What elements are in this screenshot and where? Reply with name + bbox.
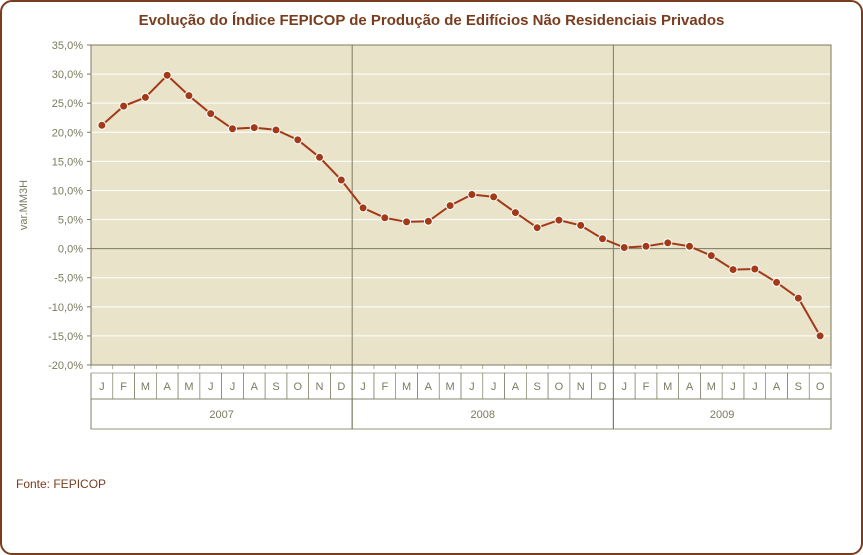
x-month-label: M — [707, 381, 716, 393]
series-marker — [751, 265, 759, 273]
series-marker — [620, 243, 628, 251]
y-tick-label: -15,0% — [48, 331, 83, 343]
series-marker — [403, 218, 411, 226]
series-marker — [794, 294, 802, 302]
x-month-label: N — [316, 381, 324, 393]
x-month-label: J — [208, 381, 214, 393]
x-month-label: J — [360, 381, 366, 393]
series-marker — [511, 208, 519, 216]
series-marker — [163, 71, 171, 79]
x-year-label: 2007 — [209, 409, 233, 421]
x-month-label: M — [663, 381, 672, 393]
x-month-label: O — [816, 381, 825, 393]
x-month-label: J — [730, 381, 736, 393]
x-month-label: A — [512, 381, 520, 393]
series-marker — [816, 332, 824, 340]
series-marker — [686, 242, 694, 250]
x-month-label: J — [469, 381, 475, 393]
y-tick-label: 10,0% — [52, 185, 83, 197]
series-marker — [729, 265, 737, 273]
series-marker — [359, 204, 367, 212]
x-month-label: J — [491, 381, 497, 393]
series-marker — [773, 278, 781, 286]
y-tick-label: 35,0% — [52, 40, 83, 52]
x-month-label: J — [752, 381, 758, 393]
x-month-label: M — [402, 381, 411, 393]
series-marker — [272, 126, 280, 134]
chart-stage: var.MM3H -20,0% -15,0% -10,0% -5,0% 0,0% 5,0%… — [16, 35, 851, 475]
x-month-label: M — [446, 381, 455, 393]
y-tick-label: -5,0% — [54, 272, 83, 284]
series-marker — [707, 251, 715, 259]
x-month-label: J — [99, 381, 105, 393]
series-marker — [664, 239, 672, 247]
x-month-label: M — [141, 381, 150, 393]
x-month-label: N — [577, 381, 585, 393]
y-tick-label: 25,0% — [52, 98, 83, 110]
series-marker — [642, 242, 650, 250]
series-marker — [533, 223, 541, 231]
series-marker — [228, 125, 236, 133]
y-tick-label: 0,0% — [58, 243, 83, 255]
x-month-label: A — [251, 381, 259, 393]
x-month-label: A — [425, 381, 433, 393]
series-marker — [381, 214, 389, 222]
x-month-label: F — [643, 381, 650, 393]
y-axis-label: var.MM3H — [18, 180, 30, 230]
series-marker — [141, 93, 149, 101]
series-marker — [98, 121, 106, 129]
x-month-label: S — [534, 381, 541, 393]
series-marker — [424, 217, 432, 225]
series-marker — [185, 91, 193, 99]
series-marker — [337, 176, 345, 184]
x-year-label: 2009 — [710, 409, 734, 421]
x-month-label: S — [272, 381, 279, 393]
chart-source: Fonte: FEPICOP — [16, 477, 847, 491]
x-year-label: 2008 — [471, 409, 495, 421]
series-marker — [294, 136, 302, 144]
y-tick-label: -20,0% — [48, 360, 83, 372]
x-month-label: A — [164, 381, 172, 393]
x-month-label: F — [120, 381, 127, 393]
x-month-label: F — [381, 381, 388, 393]
series-marker — [120, 102, 128, 110]
y-tick-label: 20,0% — [52, 127, 83, 139]
series-marker — [555, 216, 563, 224]
series-marker — [316, 153, 324, 161]
series-marker — [446, 201, 454, 209]
y-tick-label: 15,0% — [52, 156, 83, 168]
line-chart: -20,0% -15,0% -10,0% -5,0% 0,0% 5,0% 10,0% 15,0… — [16, 35, 851, 475]
x-month-label: S — [795, 381, 802, 393]
y-tick-label: 30,0% — [52, 69, 83, 81]
series-marker — [468, 190, 476, 198]
series-marker — [207, 109, 215, 117]
series-marker — [577, 221, 585, 229]
x-month-label: J — [230, 381, 236, 393]
x-month-label: J — [621, 381, 627, 393]
series-marker — [598, 234, 606, 242]
x-month-label: A — [686, 381, 694, 393]
x-month-label: A — [773, 381, 781, 393]
chart-card: Evolução do Índice FEPICOP de Produção d… — [0, 0, 863, 555]
x-month-label: M — [184, 381, 193, 393]
x-month-label: O — [293, 381, 302, 393]
chart-title: Evolução do Índice FEPICOP de Produção d… — [56, 12, 807, 31]
x-month-label: D — [337, 381, 345, 393]
x-month-label: D — [598, 381, 606, 393]
y-tick-label: -10,0% — [48, 302, 83, 314]
y-tick-label: 5,0% — [58, 214, 83, 226]
series-marker — [250, 123, 258, 131]
x-month-label: O — [555, 381, 564, 393]
series-marker — [490, 193, 498, 201]
